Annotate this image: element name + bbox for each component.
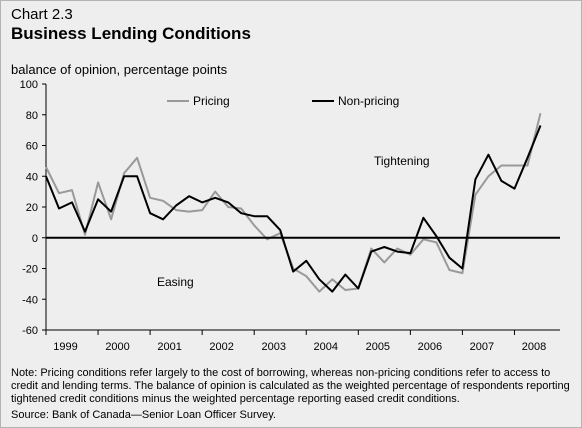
- x-tick-label: 2001: [157, 341, 181, 353]
- y-tick-label: 40: [26, 171, 38, 183]
- y-tick-label: 100: [20, 79, 38, 91]
- y-tick-label: 80: [26, 110, 38, 122]
- y-tick-label: -20: [22, 264, 38, 276]
- x-tick-label: 2005: [366, 341, 390, 353]
- x-tick-label: 2007: [470, 341, 494, 353]
- legend-label-pricing: Pricing: [193, 94, 230, 108]
- x-tick-label: 2003: [261, 341, 285, 353]
- x-tick-label: 2006: [418, 341, 442, 353]
- series-line-pricing: [45, 112, 542, 293]
- x-tick-label: 2000: [105, 341, 129, 353]
- chart-subtitle: balance of opinion, percentage points: [11, 62, 228, 77]
- x-tick-label: 1999: [53, 341, 77, 353]
- annotation-tightening: Tightening: [374, 154, 430, 168]
- y-tick-label: 0: [32, 233, 38, 245]
- chart-note: Note: Pricing conditions refer largely t…: [11, 367, 570, 405]
- legend-label-non-pricing: Non-pricing: [338, 94, 399, 108]
- chart-number: Chart 2.3: [11, 6, 73, 23]
- y-tick-label: -40: [22, 294, 38, 306]
- y-tick-label: 60: [26, 141, 38, 153]
- x-tick-label: 2004: [314, 341, 338, 353]
- y-tick-label: 20: [26, 202, 38, 214]
- x-tick-label: 2002: [209, 341, 233, 353]
- series-line-non-pricing: [45, 125, 542, 293]
- annotation-easing: Easing: [157, 275, 194, 289]
- x-tick-label: 2008: [522, 341, 546, 353]
- chart-title: Business Lending Conditions: [11, 24, 251, 43]
- chart-source: Source: Bank of Canada—Senior Loan Offic…: [11, 409, 276, 421]
- y-tick-label: -60: [22, 325, 38, 337]
